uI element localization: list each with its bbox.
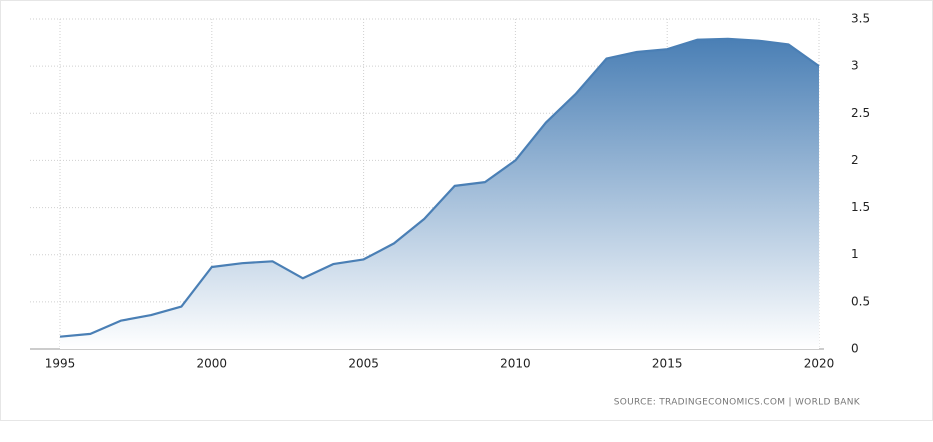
source: SOURCE: TRADINGECONOMICS.COM | WORLD BAN… (614, 398, 861, 408)
y-tick-label: 2 (851, 153, 859, 167)
y-tick-label: 2.5 (851, 106, 870, 120)
y-tick-label: 1 (851, 247, 859, 261)
x-tick-label: 2015 (652, 357, 683, 371)
y-tick-label: 0 (851, 342, 859, 356)
y-tick-label: 3.5 (851, 12, 870, 26)
x-tick-label: 2005 (348, 357, 379, 371)
x-tick-label: 1995 (45, 357, 76, 371)
x-tick-label: 2010 (500, 357, 531, 371)
line (59, 37, 820, 338)
y-tick-label: 1.5 (851, 200, 870, 214)
area-fill (60, 38, 819, 350)
y-tick-label: 3 (851, 59, 859, 73)
x-tick-label: 2020 (804, 357, 835, 371)
y-tick-label: 0.5 (851, 294, 870, 308)
x-tick-label: 2000 (197, 357, 228, 371)
